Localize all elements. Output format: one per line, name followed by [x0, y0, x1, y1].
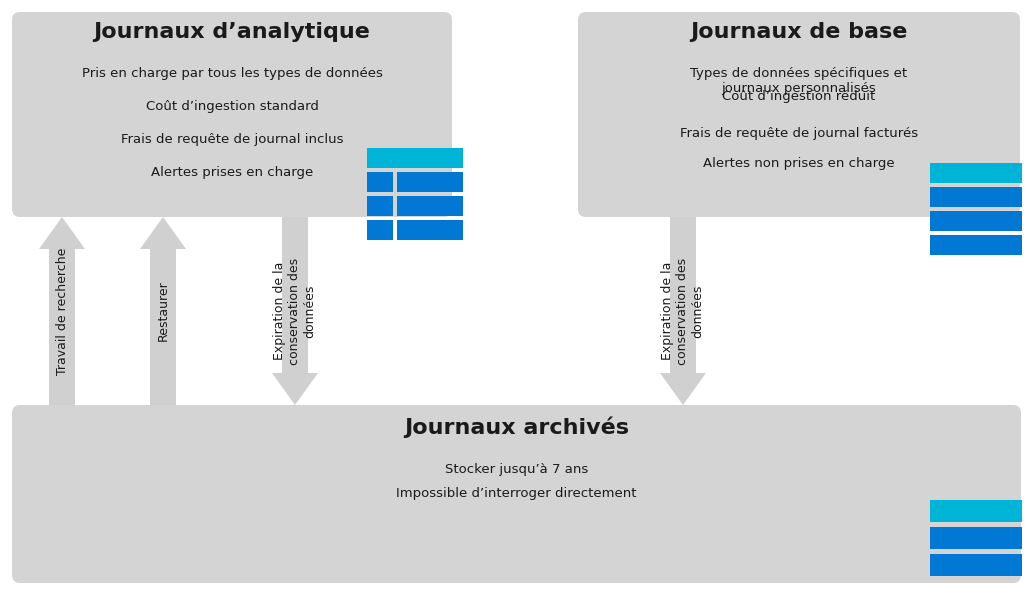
Text: Stocker jusqu’à 7 ans: Stocker jusqu’à 7 ans: [445, 463, 588, 476]
Text: Alertes prises en charge: Alertes prises en charge: [151, 166, 313, 179]
Bar: [282, 217, 308, 373]
Text: Restaurer: Restaurer: [157, 281, 169, 342]
Bar: [367, 172, 393, 192]
Bar: [367, 220, 393, 240]
Bar: [397, 172, 463, 192]
Bar: [49, 249, 75, 405]
Bar: [930, 527, 1022, 549]
Bar: [150, 249, 176, 405]
Text: Impossible d’interroger directement: Impossible d’interroger directement: [397, 487, 636, 500]
Bar: [397, 220, 463, 240]
Bar: [930, 163, 1022, 183]
Text: Types de données spécifiques et
journaux personnalisés: Types de données spécifiques et journaux…: [690, 67, 908, 95]
Text: Travail de recherche: Travail de recherche: [56, 248, 68, 375]
Text: Expiration de la
conservation des
données: Expiration de la conservation des donnée…: [661, 258, 705, 365]
Text: Frais de requête de journal inclus: Frais de requête de journal inclus: [121, 133, 343, 146]
Text: Coût d’ingestion réduit: Coût d’ingestion réduit: [722, 90, 876, 103]
Bar: [930, 235, 1022, 255]
Bar: [930, 500, 1022, 522]
Text: Journaux d’analytique: Journaux d’analytique: [94, 22, 371, 42]
Text: Alertes non prises en charge: Alertes non prises en charge: [703, 157, 895, 170]
Polygon shape: [272, 373, 318, 405]
Text: Journaux de base: Journaux de base: [690, 22, 908, 42]
Text: Frais de requête de journal facturés: Frais de requête de journal facturés: [680, 127, 918, 140]
Polygon shape: [39, 217, 85, 249]
Bar: [367, 196, 393, 216]
FancyBboxPatch shape: [12, 12, 452, 217]
Bar: [397, 196, 463, 216]
Bar: [930, 211, 1022, 231]
FancyBboxPatch shape: [12, 405, 1021, 583]
FancyBboxPatch shape: [578, 12, 1020, 217]
Bar: [930, 187, 1022, 207]
Bar: [930, 554, 1022, 576]
Text: Journaux archivés: Journaux archivés: [404, 417, 629, 439]
Text: Coût d’ingestion standard: Coût d’ingestion standard: [146, 100, 318, 113]
Polygon shape: [140, 217, 186, 249]
Polygon shape: [660, 373, 706, 405]
Text: Pris en charge par tous les types de données: Pris en charge par tous les types de don…: [82, 67, 382, 80]
Text: Expiration de la
conservation des
données: Expiration de la conservation des donnée…: [274, 258, 316, 365]
Bar: [367, 148, 463, 168]
Bar: [670, 217, 696, 373]
